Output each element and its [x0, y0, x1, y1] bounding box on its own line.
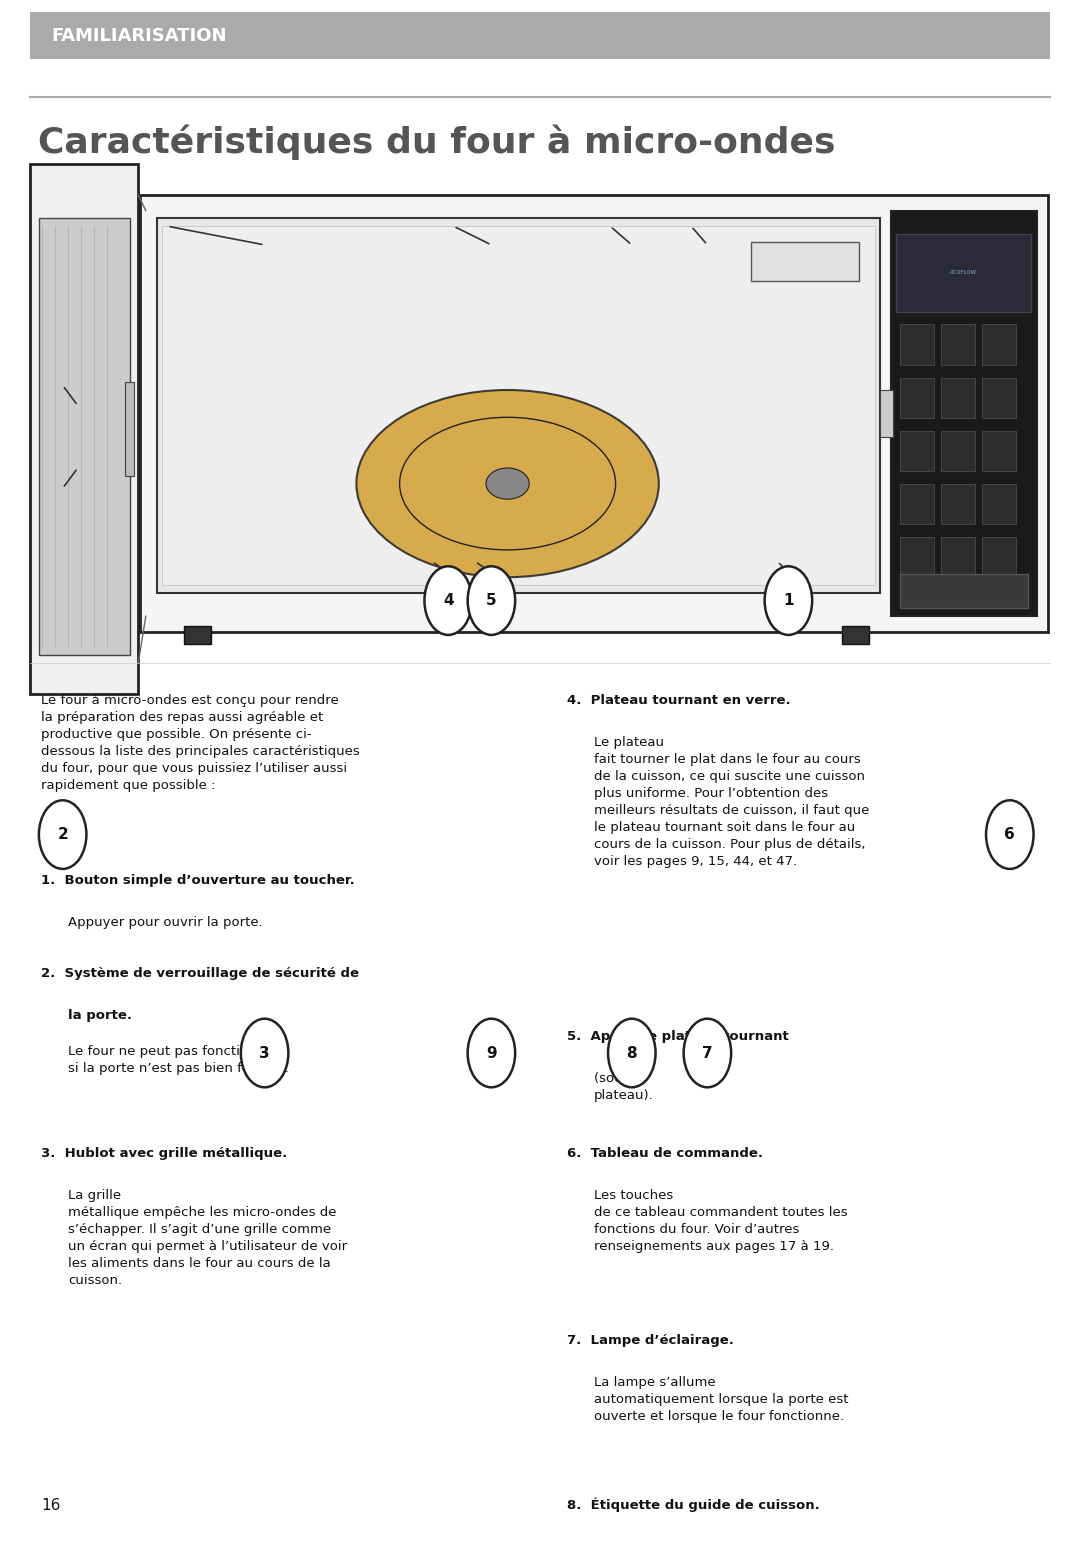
Text: Les touches
de ce tableau commandent toutes les
fonctions du four. Voir d’autres: Les touches de ce tableau commandent tou…: [594, 1189, 848, 1253]
Text: Le plateau
fait tourner le plat dans le four au cours
de la cuisson, ce qui susc: Le plateau fait tourner le plat dans le …: [594, 736, 869, 869]
Text: La grille
métallique empêche les micro-ondes de
s’échapper. Il s’agit d’une gril: La grille métallique empêche les micro-o…: [68, 1189, 347, 1287]
Circle shape: [986, 800, 1034, 869]
FancyBboxPatch shape: [900, 537, 934, 577]
Text: 1: 1: [783, 593, 794, 608]
FancyBboxPatch shape: [900, 324, 934, 365]
Circle shape: [39, 800, 86, 869]
Ellipse shape: [356, 390, 659, 577]
FancyBboxPatch shape: [982, 537, 1016, 577]
Text: 5.  Appui de plateau tournant: 5. Appui de plateau tournant: [567, 1030, 788, 1042]
FancyBboxPatch shape: [162, 226, 875, 585]
Circle shape: [241, 1019, 288, 1087]
Ellipse shape: [486, 468, 529, 499]
Circle shape: [468, 566, 515, 635]
Text: 1.  Bouton simple d’ouverture au toucher.: 1. Bouton simple d’ouverture au toucher.: [41, 874, 355, 886]
FancyBboxPatch shape: [941, 431, 975, 471]
FancyBboxPatch shape: [880, 390, 893, 437]
Circle shape: [424, 566, 472, 635]
FancyBboxPatch shape: [30, 12, 1050, 59]
FancyBboxPatch shape: [891, 211, 1037, 616]
FancyBboxPatch shape: [900, 431, 934, 471]
FancyBboxPatch shape: [900, 378, 934, 418]
Text: La lampe s’allume
automatiquement lorsque la porte est
ouverte et lorsque le fou: La lampe s’allume automatiquement lorsqu…: [594, 1376, 849, 1423]
Text: (sous le
plateau).: (sous le plateau).: [594, 1072, 653, 1101]
Text: 8.  Étiquette du guide de cuisson.: 8. Étiquette du guide de cuisson.: [567, 1498, 820, 1512]
FancyBboxPatch shape: [140, 195, 1048, 632]
Text: Le four à micro-ondes est conçu pour rendre
la préparation des repas aussi agréa: Le four à micro-ondes est conçu pour ren…: [41, 694, 360, 792]
Circle shape: [608, 1019, 656, 1087]
Text: 5: 5: [486, 593, 497, 608]
Text: 6: 6: [1004, 827, 1015, 842]
FancyBboxPatch shape: [751, 242, 859, 281]
FancyBboxPatch shape: [941, 484, 975, 524]
Text: 7.  Lampe d’éclairage.: 7. Lampe d’éclairage.: [567, 1334, 734, 1346]
Text: la porte.: la porte.: [68, 1009, 132, 1022]
FancyBboxPatch shape: [982, 484, 1016, 524]
Text: 8: 8: [626, 1045, 637, 1061]
FancyBboxPatch shape: [982, 431, 1016, 471]
Circle shape: [468, 1019, 515, 1087]
FancyBboxPatch shape: [982, 378, 1016, 418]
Circle shape: [684, 1019, 731, 1087]
Text: Le four ne peut pas fonctionner
si la porte n’est pas bien fermée.: Le four ne peut pas fonctionner si la po…: [68, 1045, 289, 1075]
Text: 6.  Tableau de commande.: 6. Tableau de commande.: [567, 1147, 762, 1159]
Text: 2: 2: [57, 827, 68, 842]
Text: Appuyer pour ouvrir la porte.: Appuyer pour ouvrir la porte.: [68, 916, 262, 928]
Circle shape: [765, 566, 812, 635]
Text: 4.  Plateau tournant en verre.: 4. Plateau tournant en verre.: [567, 694, 791, 707]
FancyBboxPatch shape: [30, 164, 138, 694]
FancyBboxPatch shape: [941, 537, 975, 577]
FancyBboxPatch shape: [900, 574, 1028, 608]
FancyBboxPatch shape: [842, 626, 869, 644]
Text: 7: 7: [702, 1045, 713, 1061]
Text: FAMILIARISATION: FAMILIARISATION: [52, 27, 228, 45]
FancyBboxPatch shape: [125, 382, 134, 476]
Text: 3.  Hublot avec grille métallique.: 3. Hublot avec grille métallique.: [41, 1147, 287, 1159]
Text: 3: 3: [259, 1045, 270, 1061]
FancyBboxPatch shape: [900, 484, 934, 524]
FancyBboxPatch shape: [982, 324, 1016, 365]
Text: 2.  Système de verrouillage de sécurité de: 2. Système de verrouillage de sécurité d…: [41, 967, 359, 980]
FancyBboxPatch shape: [941, 324, 975, 365]
Text: Caractéristiques du four à micro-ondes: Caractéristiques du four à micro-ondes: [38, 125, 835, 161]
Text: 9: 9: [486, 1045, 497, 1061]
Text: ACUFLOW: ACUFLOW: [950, 270, 977, 276]
Text: 4: 4: [443, 593, 454, 608]
FancyBboxPatch shape: [157, 218, 880, 593]
FancyBboxPatch shape: [39, 218, 130, 655]
Text: 16: 16: [41, 1498, 60, 1513]
FancyBboxPatch shape: [941, 378, 975, 418]
FancyBboxPatch shape: [184, 626, 211, 644]
FancyBboxPatch shape: [896, 234, 1031, 312]
